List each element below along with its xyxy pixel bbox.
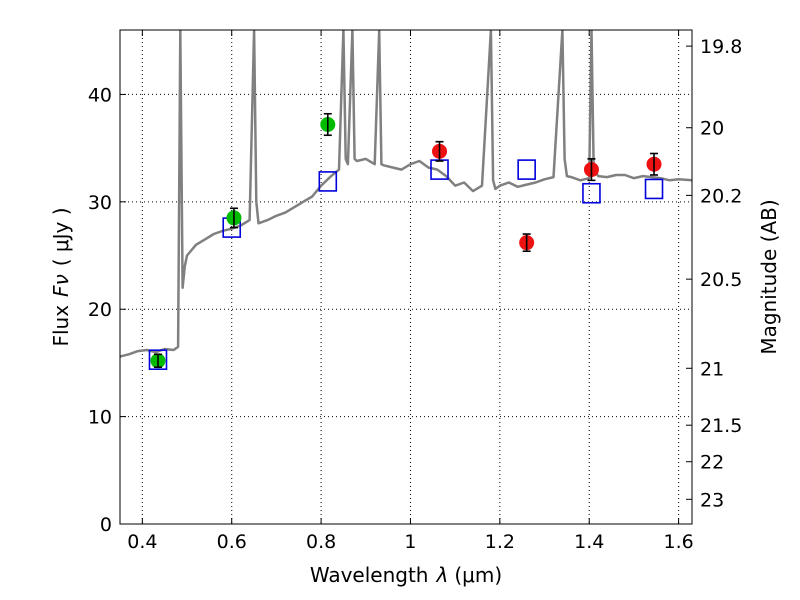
model-square [582,182,601,204]
x-tick-label: 0.8 [306,531,336,553]
y2-tick-label: 20.2 [700,185,742,207]
x-tick-label: 0.4 [127,531,157,553]
y2-tick-label: 21.5 [700,415,742,437]
ticks: 0.4 0.6 0.8 1 1.2 1.4 1.6 0 10 20 30 40 19.8 20 20.2 20… [88,30,742,553]
y-tick-label: 40 [88,84,112,106]
y2-tick-label: 20.5 [700,269,742,291]
y2-axis-title: Magnitude (AB) [757,199,781,354]
x-axis-symbol: λ [436,563,449,587]
model-square [644,178,664,200]
y-axis-title: Flux Fν ( μJy ) [49,207,73,346]
y-tick-label: 0 [100,514,112,536]
x-tick-label: 1.4 [574,531,604,553]
markers [148,112,664,370]
x-axis-label: Wavelength [310,563,429,587]
plot-frame [119,29,693,525]
y-axis-label: Flux [49,305,73,347]
x-tick-label: 1 [404,531,416,553]
y2-tick-label: 19.8 [700,36,742,58]
y-tick-label: 20 [88,299,112,321]
x-axis-unit: (μm) [454,563,502,587]
model-square [148,349,168,370]
y2-tick-label: 22 [700,452,724,474]
y-tick-label: 10 [88,407,112,429]
x-tick-label: 1.2 [485,531,515,553]
y-axis-unit: ( μJy ) [49,207,73,266]
x-tick-label: 0.6 [217,531,247,553]
model-square [517,159,536,180]
y-tick-label: 30 [88,192,112,214]
y2-tick-label: 20 [700,118,724,140]
y2-tick-label: 23 [700,489,724,511]
y2-tick-label: 21 [700,358,724,380]
x-axis-title: Wavelength λ (μm) [310,563,502,587]
model-square [318,171,338,192]
y-axis-symbol: Fν [49,274,73,297]
spectrum-series [120,30,692,358]
spectrum-line [120,30,692,358]
x-tick-label: 1.6 [663,531,693,553]
